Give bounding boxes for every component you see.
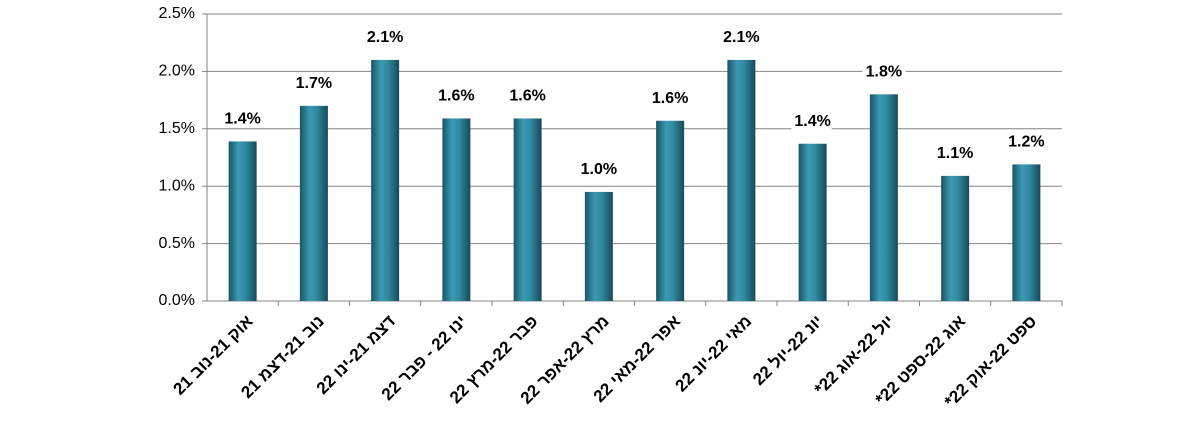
bar <box>798 143 827 301</box>
value-label: 1.1% <box>937 145 973 162</box>
value-label: 1.4% <box>794 113 830 130</box>
y-tick-label: 1.5% <box>159 120 195 137</box>
value-label: 1.7% <box>296 75 332 92</box>
x-tick-label: מאי 22-יונ 22 <box>671 312 755 396</box>
bar <box>371 59 400 301</box>
bar <box>656 120 685 301</box>
y-tick-label: 2.5% <box>159 5 195 22</box>
value-label: 2.1% <box>723 29 759 46</box>
bar <box>299 105 328 301</box>
y-tick-label: 2.0% <box>159 63 195 80</box>
value-label: 1.2% <box>1008 134 1044 151</box>
y-tick-label: 0.5% <box>159 235 195 252</box>
value-label: 1.6% <box>652 90 688 107</box>
value-label: 1.8% <box>866 64 902 81</box>
value-label: 1.0% <box>581 161 617 178</box>
value-label: 1.6% <box>438 88 474 105</box>
bar <box>1012 164 1041 301</box>
x-tick-label: יונ 22-יול 22 <box>749 312 826 389</box>
bar <box>513 118 542 301</box>
bar <box>228 141 257 301</box>
value-label: 1.4% <box>224 111 260 128</box>
bar <box>941 175 970 301</box>
bar <box>442 118 471 301</box>
bar <box>584 191 613 301</box>
y-tick-label: 1.0% <box>159 177 195 194</box>
bar <box>869 94 898 301</box>
y-tick-label: 0.0% <box>159 292 195 309</box>
bar <box>727 59 756 301</box>
value-label: 1.6% <box>509 88 545 105</box>
value-label: 2.1% <box>367 29 403 46</box>
